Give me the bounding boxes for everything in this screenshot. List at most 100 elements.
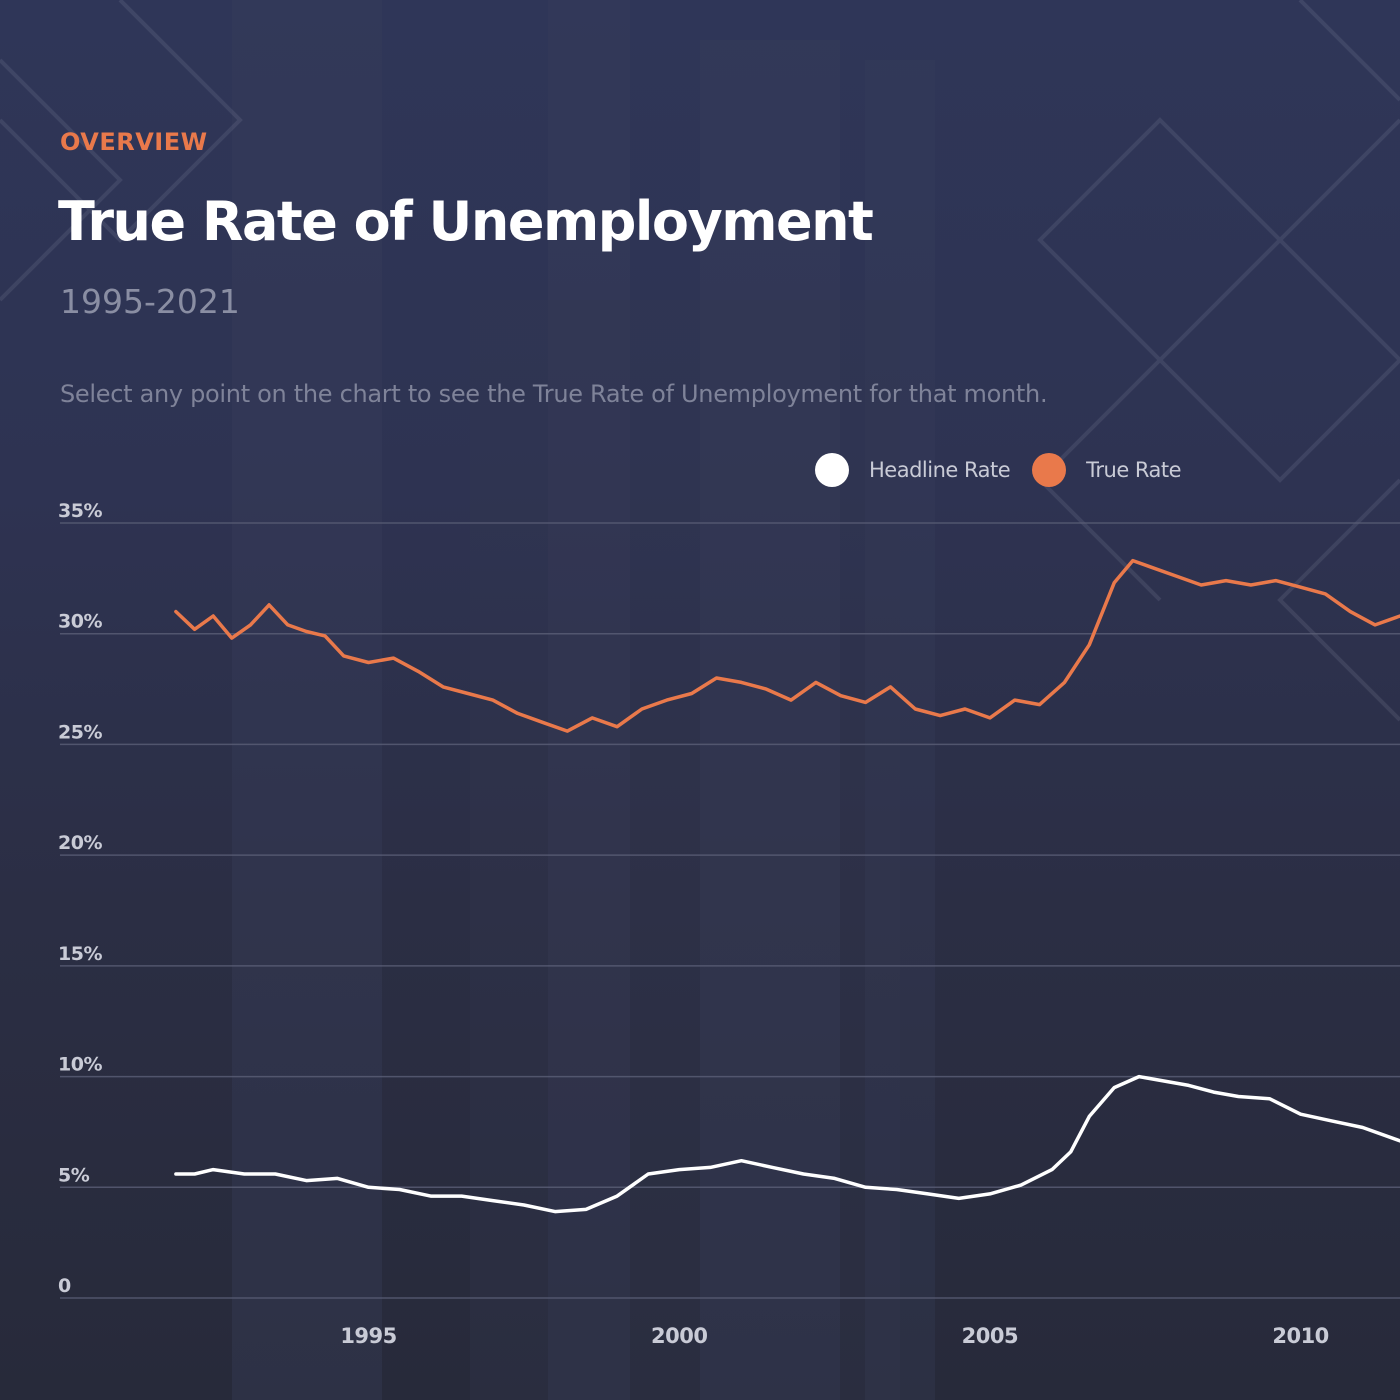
data-point-headline-rate[interactable] (892, 1185, 902, 1195)
data-point-true-rate[interactable] (264, 600, 274, 610)
data-point-headline-rate[interactable] (1134, 1072, 1144, 1082)
data-point-true-rate[interactable] (1271, 576, 1281, 586)
data-point-headline-rate[interactable] (674, 1165, 684, 1175)
data-point-true-rate[interactable] (712, 673, 722, 683)
data-point-true-rate[interactable] (538, 717, 548, 727)
data-point-true-rate[interactable] (985, 713, 995, 723)
data-point-headline-rate[interactable] (488, 1196, 498, 1206)
data-point-headline-rate[interactable] (923, 1189, 933, 1199)
data-point-headline-rate[interactable] (985, 1189, 995, 1199)
data-point-headline-rate[interactable] (550, 1207, 560, 1217)
data-point-headline-rate[interactable] (395, 1185, 405, 1195)
data-point-true-rate[interactable] (786, 695, 796, 705)
data-point-headline-rate[interactable] (270, 1169, 280, 1179)
data-point-true-rate[interactable] (208, 611, 218, 621)
data-point-true-rate[interactable] (1320, 589, 1330, 599)
data-point-headline-rate[interactable] (1233, 1092, 1243, 1102)
data-point-true-rate[interactable] (190, 624, 200, 634)
data-point-true-rate[interactable] (662, 695, 672, 705)
data-point-true-rate[interactable] (1171, 571, 1181, 581)
data-point-headline-rate[interactable] (830, 1173, 840, 1183)
data-point-headline-rate[interactable] (1209, 1087, 1219, 1097)
data-point-true-rate[interactable] (364, 658, 374, 668)
data-point-true-rate[interactable] (587, 713, 597, 723)
data-point-headline-rate[interactable] (581, 1204, 591, 1214)
data-point-true-rate[interactable] (836, 691, 846, 701)
data-point-true-rate[interactable] (171, 607, 181, 617)
data-point-headline-rate[interactable] (208, 1165, 218, 1175)
data-point-true-rate[interactable] (1395, 611, 1400, 621)
data-point-headline-rate[interactable] (1084, 1111, 1094, 1121)
data-point-true-rate[interactable] (1084, 640, 1094, 650)
series-line-true-rate[interactable] (174, 558, 1400, 733)
data-point-true-rate[interactable] (811, 677, 821, 687)
data-point-true-rate[interactable] (413, 666, 423, 676)
data-point-true-rate[interactable] (1370, 620, 1380, 630)
data-point-true-rate[interactable] (227, 633, 237, 643)
data-point-headline-rate[interactable] (1358, 1123, 1368, 1133)
data-point-headline-rate[interactable] (612, 1191, 622, 1201)
data-point-headline-rate[interactable] (519, 1200, 529, 1210)
data-point-headline-rate[interactable] (705, 1162, 715, 1172)
data-point-true-rate[interactable] (910, 704, 920, 714)
data-point-true-rate[interactable] (1246, 580, 1256, 590)
series-line-headline-rate[interactable] (174, 1074, 1400, 1214)
data-point-headline-rate[interactable] (1296, 1109, 1306, 1119)
data-point-headline-rate[interactable] (1016, 1180, 1026, 1190)
data-point-headline-rate[interactable] (1327, 1116, 1337, 1126)
data-point-true-rate[interactable] (513, 708, 523, 718)
data-point-headline-rate[interactable] (364, 1182, 374, 1192)
data-point-true-rate[interactable] (637, 704, 647, 714)
data-point-headline-rate[interactable] (333, 1173, 343, 1183)
data-point-headline-rate[interactable] (171, 1169, 181, 1179)
data-point-true-rate[interactable] (612, 722, 622, 732)
data-point-true-rate[interactable] (301, 627, 311, 637)
data-point-true-rate[interactable] (339, 651, 349, 661)
data-point-headline-rate[interactable] (190, 1169, 200, 1179)
data-point-headline-rate[interactable] (1066, 1147, 1076, 1157)
data-point-true-rate[interactable] (1296, 582, 1306, 592)
data-point-true-rate[interactable] (1010, 695, 1020, 705)
data-point-headline-rate[interactable] (736, 1156, 746, 1166)
data-point-true-rate[interactable] (1035, 700, 1045, 710)
legend-item-headline-rate[interactable]: Headline Rate (815, 453, 1011, 487)
data-point-true-rate[interactable] (935, 711, 945, 721)
data-point-headline-rate[interactable] (1265, 1094, 1275, 1104)
data-point-headline-rate[interactable] (1184, 1080, 1194, 1090)
data-point-true-rate[interactable] (320, 631, 330, 641)
data-point-headline-rate[interactable] (954, 1193, 964, 1203)
data-point-headline-rate[interactable] (1109, 1083, 1119, 1093)
data-point-headline-rate[interactable] (1047, 1165, 1057, 1175)
data-point-headline-rate[interactable] (767, 1162, 777, 1172)
data-point-true-rate[interactable] (687, 689, 697, 699)
data-point-true-rate[interactable] (1147, 562, 1157, 572)
data-point-true-rate[interactable] (463, 689, 473, 699)
data-point-true-rate[interactable] (1109, 578, 1119, 588)
data-point-headline-rate[interactable] (1159, 1076, 1169, 1086)
data-point-true-rate[interactable] (861, 697, 871, 707)
data-point-headline-rate[interactable] (301, 1176, 311, 1186)
data-point-true-rate[interactable] (1221, 576, 1231, 586)
data-point-true-rate[interactable] (1196, 580, 1206, 590)
data-point-headline-rate[interactable] (643, 1169, 653, 1179)
data-point-true-rate[interactable] (761, 684, 771, 694)
data-point-headline-rate[interactable] (239, 1169, 249, 1179)
data-point-headline-rate[interactable] (861, 1182, 871, 1192)
data-point-headline-rate[interactable] (1395, 1136, 1400, 1146)
data-point-true-rate[interactable] (1345, 607, 1355, 617)
legend-item-true-rate[interactable]: True Rate (1032, 453, 1182, 487)
data-point-true-rate[interactable] (1060, 677, 1070, 687)
data-point-headline-rate[interactable] (426, 1191, 436, 1201)
data-point-headline-rate[interactable] (457, 1191, 467, 1201)
data-point-headline-rate[interactable] (799, 1169, 809, 1179)
data-point-true-rate[interactable] (1128, 556, 1138, 566)
data-point-true-rate[interactable] (246, 620, 256, 630)
data-point-true-rate[interactable] (886, 682, 896, 692)
data-point-true-rate[interactable] (736, 677, 746, 687)
data-point-true-rate[interactable] (562, 726, 572, 736)
data-point-true-rate[interactable] (960, 704, 970, 714)
data-point-true-rate[interactable] (438, 682, 448, 692)
data-point-true-rate[interactable] (283, 620, 293, 630)
data-point-true-rate[interactable] (388, 653, 398, 663)
